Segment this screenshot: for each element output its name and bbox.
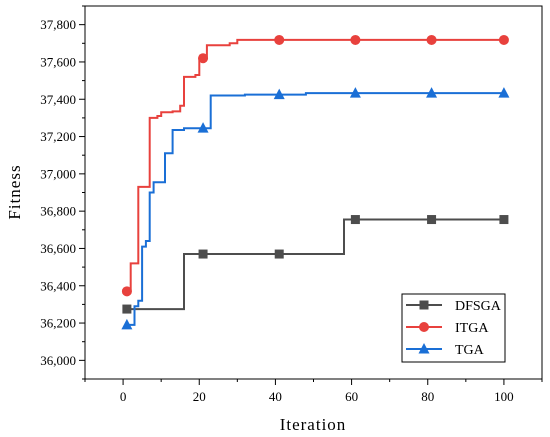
itga-marker [121,286,132,297]
tga-series [121,87,510,330]
dfsga-marker [274,249,284,259]
dfsga-legend-label: DFSGA [455,299,502,314]
itga-marker [426,34,437,45]
y-tick-label: 36,200 [40,316,76,331]
series-layer [121,34,510,330]
itga-marker [350,34,361,45]
x-tick-label: 100 [494,389,514,404]
x-tick-label: 0 [120,389,127,404]
x-tick-label: 20 [193,389,206,404]
tga-marker [498,87,510,98]
dfsga-marker [198,249,208,259]
dfsga-marker [350,215,360,225]
x-tick-label: 60 [345,389,358,404]
tga-marker [197,122,209,133]
tga-marker [273,88,285,100]
y-tick-label: 37,600 [40,54,76,69]
y-tick-label: 37,200 [40,129,76,144]
dfsga-legend-marker [419,300,429,310]
dfsga-line [126,218,504,311]
dfsga-series [122,215,509,314]
itga-series [121,34,509,297]
itga-line [126,38,504,293]
x-axis: 0 20 40 60 80 100 [84,379,543,404]
x-tick-label: 80 [421,389,434,404]
y-tick-label: 36,400 [40,278,76,293]
y-axis-title: Fitness [5,164,24,219]
tga-line [126,92,504,326]
y-tick-label: 37,800 [40,17,76,32]
y-tick-label: 36,800 [40,204,76,219]
itga-marker [498,34,509,45]
y-axis: 36,000 36,200 36,400 36,600 36,800 37,000 37,2… [40,5,85,380]
tga-legend-marker [418,343,430,354]
tga-marker [121,318,133,330]
y-tick-label: 36,000 [40,353,76,368]
y-tick-label: 37,400 [40,92,76,107]
tga-marker [426,87,438,98]
x-axis-title: Iteration [280,415,347,434]
y-tick-label: 36,600 [40,241,76,256]
dfsga-marker [122,304,132,314]
itga-marker [198,53,209,64]
x-tick-label: 40 [269,389,282,404]
tga-legend-label: TGA [455,343,485,358]
tga-marker [349,87,361,98]
legend: DFSGA ITGA TGA [401,293,506,363]
y-tick-label: 37,000 [40,166,76,181]
dfsga-marker [427,215,437,225]
itga-marker [274,34,285,45]
dfsga-marker [499,215,509,225]
itga-legend-label: ITGA [455,321,489,336]
itga-legend-marker [419,322,429,332]
